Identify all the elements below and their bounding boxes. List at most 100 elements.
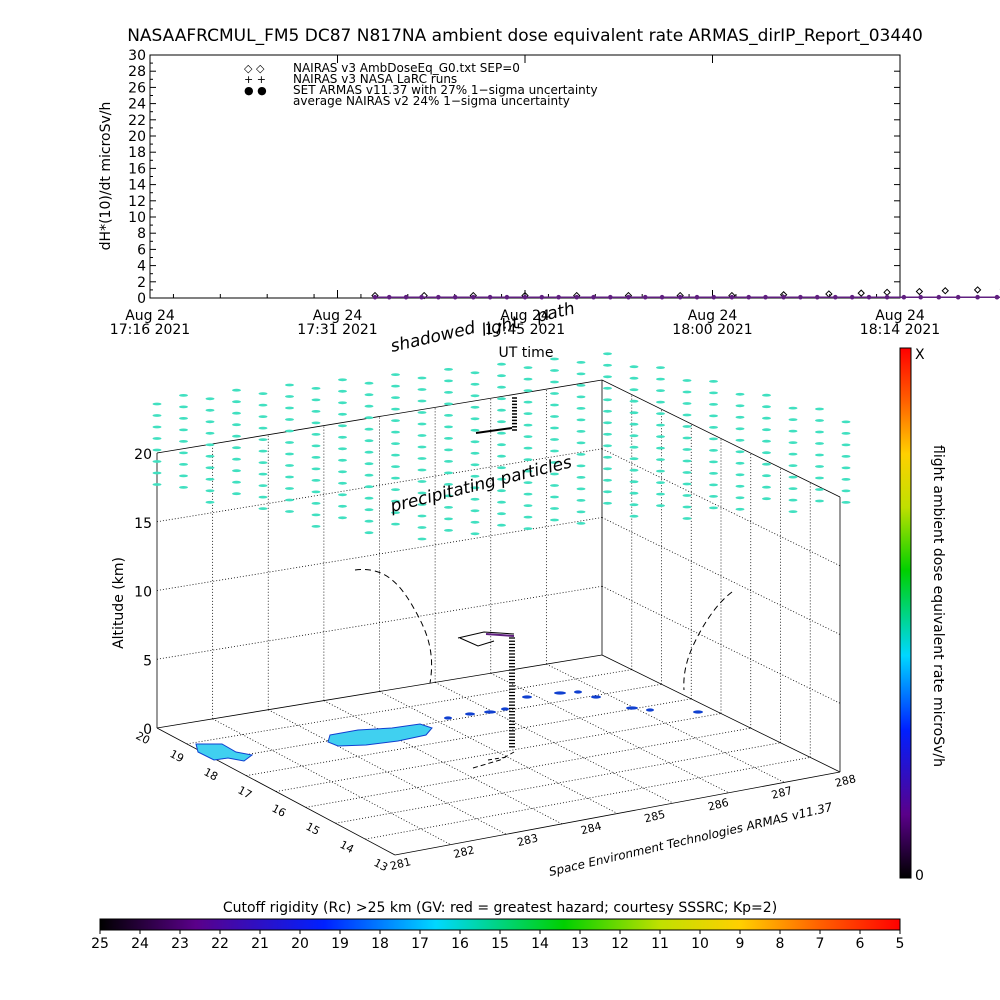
top-x-tick-time: 17:45 2021 — [485, 322, 565, 338]
particle-mark — [735, 461, 745, 465]
particle-mark — [523, 377, 533, 381]
armas-point — [955, 294, 961, 300]
particle-mark — [391, 442, 400, 445]
particle-mark — [205, 454, 215, 458]
particle-mark — [364, 427, 374, 431]
particle-mark — [417, 468, 427, 472]
particle-mark — [232, 423, 241, 427]
particle-mark — [762, 474, 771, 478]
particle-mark — [444, 402, 453, 406]
top-legend: ◇ ◇ NAIRAS v3 AmbDoseEq_G0.txt SEP=0 + + NA… — [244, 61, 598, 108]
particle-mark — [258, 403, 268, 407]
front-axis-tick: 288 — [834, 772, 858, 790]
floor-grid-line — [275, 713, 722, 792]
legend-label: SET ARMAS v11.37 with 27% 1−sigma uncert… — [293, 83, 598, 97]
particle-mark — [258, 472, 268, 476]
dose-colorbar-label: flight ambient dose equivalent rate micr… — [930, 445, 946, 767]
particle-mark — [470, 382, 480, 386]
front-axis-tick: 285 — [643, 808, 667, 826]
particle-mark — [470, 497, 480, 501]
particle-mark — [417, 514, 427, 518]
particle-mark — [523, 412, 533, 415]
particle-mark — [762, 416, 771, 420]
particle-mark — [629, 445, 639, 449]
armas-point — [556, 294, 561, 300]
armas-point — [884, 294, 890, 300]
particle-mark — [603, 409, 612, 413]
particle-mark — [232, 457, 241, 461]
particle-mark — [444, 437, 453, 440]
cutoff-region-speck — [484, 710, 496, 714]
particle-mark — [576, 384, 586, 387]
cutoff-region-speck — [501, 707, 509, 711]
particle-mark — [205, 466, 215, 470]
particle-mark — [629, 457, 639, 461]
front-axis-tick: 282 — [452, 843, 476, 861]
front-axis-tick: 284 — [579, 820, 603, 838]
particle-mark — [391, 511, 400, 514]
particle-mark — [762, 405, 771, 409]
particle-mark — [205, 477, 215, 481]
particle-mark — [656, 366, 665, 369]
track-segment — [485, 633, 515, 637]
particle-mark — [179, 474, 188, 478]
particle-mark — [364, 485, 374, 489]
particle-mark — [629, 491, 639, 495]
cutoff-region-speck — [646, 708, 654, 712]
particle-mark — [550, 461, 559, 464]
particle-mark — [364, 393, 374, 397]
front-axis-tick: 281 — [389, 855, 413, 873]
particle-mark — [205, 397, 215, 401]
particle-mark — [311, 525, 321, 528]
particle-mark — [788, 429, 798, 433]
particle-mark — [709, 449, 718, 452]
particle-mark — [603, 478, 612, 482]
armas-point — [452, 294, 458, 300]
armas-point — [642, 294, 648, 300]
legend-symbol: ● ● — [244, 84, 267, 97]
particle-mark — [444, 414, 453, 417]
cutoff-tick-label: 18 — [371, 936, 389, 952]
particle-mark — [523, 515, 533, 519]
particle-mark — [497, 408, 506, 412]
top-y-tick-label: 24 — [128, 97, 146, 113]
particle-mark — [629, 411, 639, 415]
particle-mark — [285, 510, 294, 513]
particle-mark — [788, 406, 798, 410]
particle-mark — [523, 366, 533, 369]
top-y-tick-label: 0 — [137, 291, 146, 307]
particle-marks — [152, 352, 851, 541]
particle-mark — [709, 506, 718, 510]
armas-point — [591, 294, 596, 300]
cutoff-tick-label: 6 — [856, 936, 865, 952]
particle-mark — [179, 451, 188, 455]
particle-mark — [735, 415, 745, 419]
particle-mark — [576, 487, 586, 491]
particle-mark — [444, 425, 453, 429]
particle-mark — [576, 522, 586, 525]
cutoff-tick-label: 20 — [291, 936, 309, 952]
particle-mark — [629, 434, 639, 438]
particle-mark — [285, 429, 294, 433]
armas-point — [659, 294, 665, 300]
particle-mark — [550, 357, 559, 361]
floor-grid-line — [434, 682, 674, 804]
top-y-tick-label: 10 — [128, 210, 146, 226]
particle-mark — [285, 395, 294, 398]
particle-mark — [232, 411, 241, 415]
particle-mark — [629, 365, 639, 369]
particle-mark — [444, 460, 453, 463]
particle-mark — [576, 510, 586, 514]
particle-mark — [232, 480, 241, 484]
particle-mark — [179, 394, 188, 397]
particle-mark — [285, 441, 294, 444]
particle-mark — [709, 437, 718, 441]
particle-mark — [788, 487, 798, 490]
cutoff-tick-label: 11 — [651, 936, 669, 952]
particle-mark — [815, 407, 824, 411]
particle-mark — [709, 403, 718, 406]
cutoff-colorbar: Cutoff rigidity (Rc) >25 km (GV: red = g… — [91, 900, 904, 952]
credit-text: Space Environment Technologies ARMAS v11… — [548, 800, 835, 879]
particle-mark — [682, 379, 692, 382]
cutoff-region-speck — [574, 690, 582, 694]
